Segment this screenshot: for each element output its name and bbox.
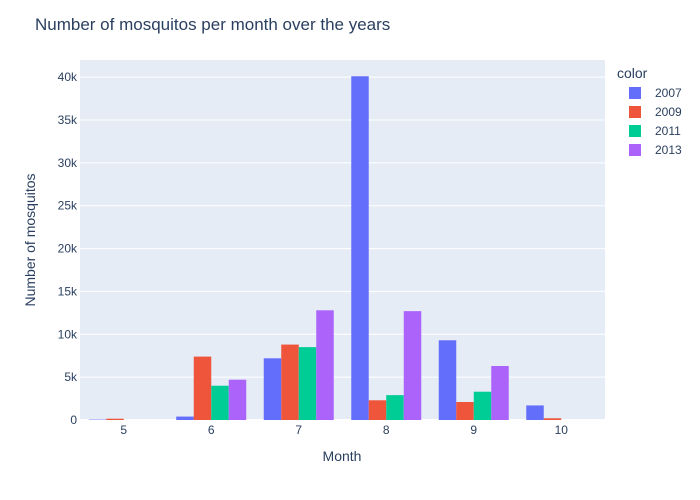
plot-area <box>80 60 605 420</box>
y-tick-label: 10k <box>58 327 78 341</box>
bar-2009-month-6[interactable] <box>193 356 212 420</box>
y-tick-label: 20k <box>58 242 78 256</box>
legend-item-2009[interactable]: 2009 <box>629 105 682 119</box>
legend-label: 2007 <box>655 86 682 100</box>
x-tick-label: 6 <box>208 423 215 437</box>
x-axis-title: Month <box>323 448 362 464</box>
bar-2011-month-6[interactable] <box>211 385 229 420</box>
legend-label: 2009 <box>655 105 682 119</box>
y-tick-label: 40k <box>58 70 78 84</box>
bar-2013-month-7[interactable] <box>316 310 334 420</box>
bar-2007-month-9[interactable] <box>438 340 457 420</box>
bar-2013-month-6[interactable] <box>228 379 247 420</box>
y-tick-label: 15k <box>58 284 78 298</box>
bar-2009-month-10[interactable] <box>543 418 562 420</box>
legend[interactable]: color 2007 2009 2011 2013 <box>617 65 682 157</box>
y-tick-label: 30k <box>58 156 78 170</box>
bar-2007-month-6[interactable] <box>176 416 194 420</box>
bar-2009-month-7[interactable] <box>281 344 299 420</box>
bar-2009-month-8[interactable] <box>368 400 387 420</box>
x-axis-ticks: 5 6 7 8 9 10 <box>120 423 568 437</box>
bar-2013-month-9[interactable] <box>491 366 509 420</box>
legend-title: color <box>617 65 648 81</box>
y-axis-ticks: 0 5k 10k 15k 20k 25k 30k 35k 40k <box>58 70 78 427</box>
legend-item-2011[interactable]: 2011 <box>629 124 681 138</box>
bar-2013-month-8[interactable] <box>403 311 422 420</box>
chart-title: Number of mosquitos per month over the y… <box>35 15 390 34</box>
legend-item-2013[interactable]: 2013 <box>629 143 682 157</box>
legend-label: 2013 <box>655 143 682 157</box>
legend-item-2007[interactable]: 2007 <box>629 86 682 100</box>
legend-swatch <box>629 106 641 118</box>
bar-2011-month-9[interactable] <box>473 391 492 420</box>
x-tick-label: 9 <box>470 423 477 437</box>
y-axis-title: Number of mosquitos <box>22 173 38 306</box>
bar-2011-month-8[interactable] <box>386 395 404 420</box>
x-tick-label: 10 <box>555 423 569 437</box>
gridlines <box>80 76 605 421</box>
bar-2007-month-7[interactable] <box>263 358 282 420</box>
bar-2007-month-8[interactable] <box>351 76 369 421</box>
bar-2011-month-7[interactable] <box>298 347 317 420</box>
legend-swatch <box>629 87 641 99</box>
y-tick-label: 0 <box>70 413 77 427</box>
legend-swatch <box>629 125 641 137</box>
x-tick-label: 5 <box>120 423 127 437</box>
x-tick-label: 7 <box>295 423 302 437</box>
x-tick-label: 8 <box>383 423 390 437</box>
bars <box>88 76 562 421</box>
bar-2009-month-9[interactable] <box>456 402 474 420</box>
y-tick-label: 25k <box>58 199 78 213</box>
legend-label: 2011 <box>655 124 681 138</box>
bar-2007-month-10[interactable] <box>526 405 544 420</box>
bar-2009-month-5[interactable] <box>106 418 124 420</box>
y-tick-label: 5k <box>64 370 78 384</box>
legend-swatch <box>629 144 641 156</box>
y-tick-label: 35k <box>58 113 78 127</box>
